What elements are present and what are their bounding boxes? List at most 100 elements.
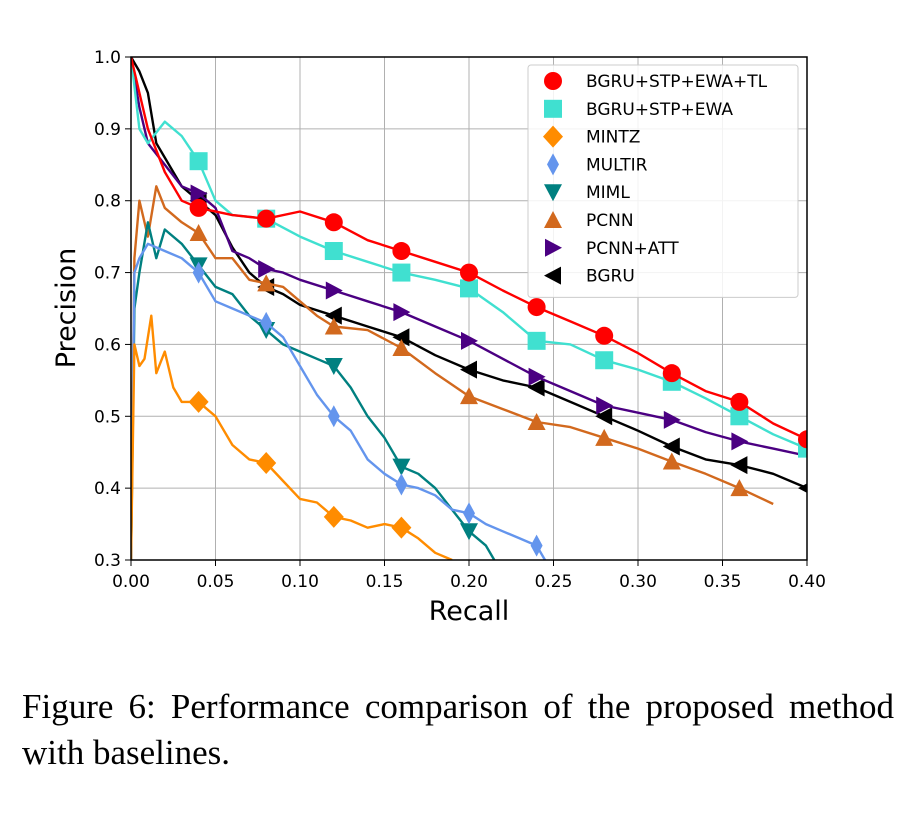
series-line (131, 57, 807, 457)
series-pcnn (131, 185, 774, 560)
y-tick-label: 1.0 (94, 48, 121, 68)
data-point-marker (730, 407, 749, 426)
data-point-marker (662, 437, 680, 456)
legend-marker (544, 266, 561, 285)
y-tick-label: 0.9 (94, 120, 121, 140)
y-tick-label: 0.6 (94, 335, 121, 355)
series-line (131, 314, 453, 560)
data-point-marker (190, 184, 208, 203)
legend-marker (544, 99, 562, 118)
data-point-marker (256, 451, 277, 474)
data-point-marker (324, 317, 343, 335)
data-point-marker (463, 502, 475, 525)
data-point-marker (730, 456, 748, 475)
series-multir (131, 242, 547, 560)
data-point-marker (460, 387, 478, 405)
x-axis-ticks: 0.00 0.05 0.10 0.15 0.20 0.25 0.30 0.35 0.40 (112, 560, 826, 592)
x-axis-label: Recall (429, 596, 510, 627)
data-point-marker (730, 392, 749, 411)
data-point-marker (257, 274, 276, 292)
legend-label: BGRU (586, 267, 635, 287)
legend-marker (543, 125, 563, 148)
x-tick-label: 0.05 (197, 572, 235, 592)
series-line (131, 185, 774, 560)
data-point-marker (460, 360, 477, 379)
y-tick-label: 0.3 (94, 551, 121, 571)
legend-label: MINTZ (586, 128, 640, 148)
legend-box (527, 64, 799, 298)
legend-label: PCNN+ATT (586, 239, 679, 259)
figure-caption: Figure 6: Performance comparison of the … (22, 687, 894, 772)
data-point-marker (798, 483, 807, 493)
data-point-marker (731, 432, 749, 451)
data-point-marker (258, 259, 276, 278)
x-tick-label: 0.00 (112, 572, 150, 592)
data-point-marker (730, 479, 749, 497)
data-point-marker (324, 213, 343, 232)
data-point-marker (392, 458, 411, 476)
data-point-marker (257, 209, 276, 228)
data-point-marker (595, 428, 614, 446)
series-line (131, 57, 807, 490)
legend-marker (544, 211, 562, 228)
data-point-marker (527, 378, 545, 397)
data-point-marker (393, 303, 411, 322)
series-bgru-stp-ewa-tl (131, 57, 807, 449)
axes-frame (130, 56, 808, 561)
x-tick-label: 0.10 (281, 572, 319, 592)
data-point-marker (527, 298, 546, 317)
legend-label: MULTIR (586, 155, 648, 175)
data-point-marker (325, 281, 343, 300)
data-point-marker (595, 351, 614, 370)
data-point-marker (189, 152, 208, 171)
data-point-marker (391, 516, 412, 539)
x-tick-label: 0.35 (704, 572, 742, 592)
data-point-marker (392, 339, 411, 357)
x-tick-label: 0.40 (788, 572, 826, 592)
data-point-marker (595, 326, 614, 345)
data-point-marker (392, 242, 411, 261)
pr-curve-chart: 0.00 0.05 0.10 0.15 0.20 0.25 0.30 0.35 0.40 0.3… (51, 48, 826, 627)
plot-area (131, 57, 807, 560)
data-point-marker (662, 364, 681, 383)
data-point-marker (530, 534, 543, 557)
legend-label: PCNN (586, 211, 634, 231)
x-tick-label: 0.25 (535, 572, 573, 592)
series-pcnn-att (131, 57, 807, 457)
data-point-marker (324, 242, 343, 261)
y-tick-label: 0.8 (94, 192, 121, 212)
legend-marker (544, 72, 562, 90)
data-point-marker (798, 430, 807, 449)
data-point-marker (662, 452, 681, 470)
legend-marker (544, 184, 562, 202)
data-point-marker (324, 306, 342, 325)
data-point-marker (323, 505, 344, 528)
data-point-marker (192, 261, 205, 284)
data-point-marker (189, 224, 208, 242)
data-point-marker (595, 407, 613, 426)
series-mintz (131, 314, 453, 560)
data-point-marker (188, 390, 209, 413)
y-tick-label: 0.4 (94, 479, 121, 499)
x-tick-label: 0.30 (619, 572, 657, 592)
x-tick-label: 0.15 (366, 572, 404, 592)
data-point-marker (327, 405, 340, 428)
legend-marker (547, 153, 559, 176)
data-point-marker (663, 410, 681, 429)
y-tick-label: 0.5 (94, 407, 121, 427)
data-point-marker (392, 263, 411, 282)
data-point-marker (528, 367, 546, 386)
data-point-marker (189, 198, 208, 217)
data-point-marker (460, 523, 478, 541)
x-tick-label: 0.20 (450, 572, 488, 592)
legend-label: BGRU+STP+EWA+TL (586, 72, 768, 92)
legend-label: BGRU+STP+EWA (586, 100, 733, 120)
y-tick-label: 0.7 (94, 264, 121, 284)
legend-marker (545, 238, 562, 257)
data-point-marker (260, 311, 273, 334)
series-line (131, 221, 496, 560)
data-point-marker (392, 328, 410, 347)
data-point-marker (395, 473, 408, 496)
data-point-marker (596, 396, 614, 415)
data-point-marker (527, 331, 546, 350)
